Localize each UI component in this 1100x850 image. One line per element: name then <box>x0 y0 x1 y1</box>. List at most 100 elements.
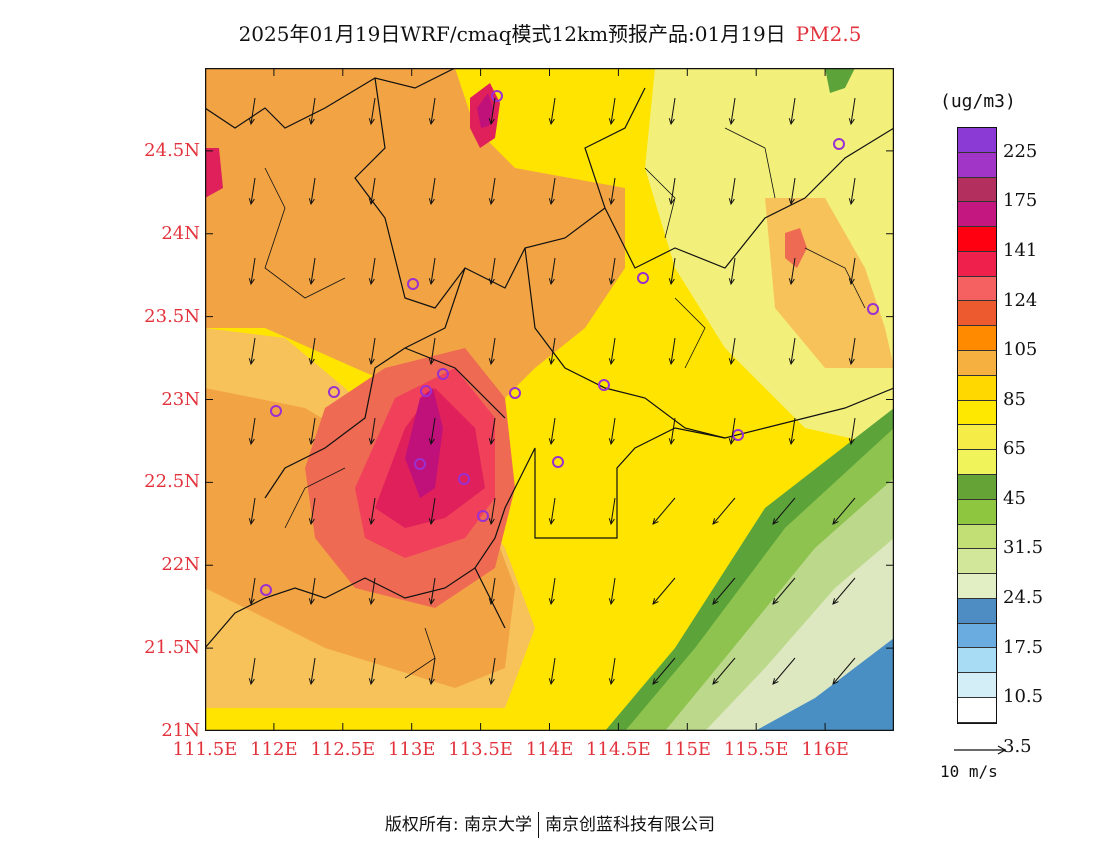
pollution-hotspot-west <box>205 148 223 198</box>
wind-arrow <box>668 337 676 366</box>
coastline <box>205 427 726 649</box>
wind-arrow <box>548 497 556 526</box>
site-marker <box>491 90 503 102</box>
colorbar-swatch <box>958 549 996 575</box>
longitude-tick-label: 112.5E <box>310 739 376 760</box>
wind-arrow <box>248 497 256 526</box>
wind-arrow <box>368 97 376 126</box>
wind-arrow <box>712 577 736 605</box>
wind-arrow <box>368 417 376 446</box>
latitude-tick-label: 22N <box>161 554 200 576</box>
wind-arrow <box>848 417 856 446</box>
wind-arrow <box>428 577 436 606</box>
wind-arrow <box>788 417 796 446</box>
site-marker <box>833 138 845 150</box>
longitude-tick-label: 112E <box>250 739 298 760</box>
wind-arrow <box>848 337 856 366</box>
colorbar-swatch <box>958 251 996 277</box>
wind-arrow <box>788 337 796 366</box>
colorbar-swatch <box>958 524 996 550</box>
wind-arrow <box>248 657 256 686</box>
wind-vectors <box>248 97 856 686</box>
wind-arrow <box>652 657 676 685</box>
wind-arrow <box>668 177 676 206</box>
colorbar-swatch <box>958 648 996 674</box>
copyright-prefix: 版权所有: 南京大学 <box>384 815 533 835</box>
site-marker <box>437 368 449 380</box>
wind-arrow <box>728 337 736 366</box>
field-dark-green-ne <box>825 68 855 93</box>
site-marker <box>260 584 272 596</box>
wind-arrow <box>368 257 376 286</box>
wind-arrow <box>788 97 796 126</box>
colorbar-swatch <box>958 598 996 624</box>
wind-arrow <box>368 337 376 366</box>
latitude-tick-label: 21.5N <box>144 637 200 659</box>
wind-arrow <box>428 657 436 686</box>
wind-arrow <box>608 417 616 446</box>
colorbar-label: 24.5 <box>1003 587 1044 609</box>
latitude-tick-label: 23.5N <box>144 305 200 327</box>
wind-arrow <box>488 177 496 206</box>
copyright-suffix: 南京创蓝科技有限公司 <box>545 815 716 835</box>
wind-arrow <box>308 577 316 606</box>
colorbar-label: 3.5 <box>1003 735 1032 757</box>
wind-arrow <box>712 497 736 525</box>
pollution-hotspot-east <box>785 228 807 268</box>
wind-arrow <box>428 177 436 206</box>
inner-county-lines <box>264 127 866 679</box>
wind-arrow <box>788 177 796 206</box>
wind-reference-label: 10 m/s <box>940 762 998 781</box>
wind-arrow <box>608 657 616 686</box>
colorbar-swatch <box>958 450 996 475</box>
colorbar-swatch <box>958 474 996 500</box>
colorbar-swatch <box>958 301 996 327</box>
latitude-tick-label: 24N <box>161 222 200 244</box>
pollution-hotspot-north-core <box>477 93 493 128</box>
wind-arrow <box>548 657 556 686</box>
site-marker <box>552 456 564 468</box>
map-title: 2025年01月19日WRF/cmaq模式12km预报产品:01月19日 PM2.… <box>0 18 1100 54</box>
wind-arrow <box>368 177 376 206</box>
colorbar-swatch <box>958 152 996 178</box>
site-marker <box>732 429 744 441</box>
wind-arrow <box>308 97 316 126</box>
wind-arrow <box>488 497 496 526</box>
wind-arrow <box>308 337 316 366</box>
colorbar-swatch <box>958 351 996 376</box>
site-marker <box>420 385 432 397</box>
wind-arrow <box>772 577 796 605</box>
wind-arrow <box>548 257 556 286</box>
colorbar-label: 45 <box>1003 487 1026 509</box>
longitude-tick-label: 113.5E <box>448 739 513 760</box>
wind-arrow <box>428 257 436 286</box>
title-text: 2025年01月19日WRF/cmaq模式12km预报产品:01月19日 <box>238 22 786 46</box>
wind-arrow <box>652 577 676 605</box>
site-marker <box>414 458 426 470</box>
pollution-zone-orange <box>205 68 625 398</box>
wind-arrow <box>608 497 616 526</box>
wind-arrow <box>848 177 856 206</box>
wind-arrow <box>608 577 616 606</box>
wind-arrow <box>608 257 616 286</box>
site-marker <box>270 405 282 417</box>
colorbar-swatch <box>958 375 996 401</box>
concentration-map <box>205 68 894 731</box>
wind-arrow <box>608 337 616 366</box>
wind-arrow <box>728 97 736 126</box>
latitude-tick-label: 24.5N <box>144 139 200 161</box>
colorbar-label: 65 <box>1003 438 1026 460</box>
units-label: (ug/m3) <box>940 91 1016 112</box>
longitude-tick-label: 111.5E <box>172 739 238 760</box>
wind-arrow <box>772 497 796 525</box>
pollutant-label: PM2.5 <box>795 22 862 46</box>
wind-arrow <box>728 257 736 286</box>
latitude-tick-label: 23N <box>161 388 200 410</box>
wind-arrow <box>772 657 796 685</box>
colorbar-label: 141 <box>1003 239 1038 261</box>
wind-arrow <box>248 257 256 286</box>
wind-arrow <box>308 417 316 446</box>
colorbar-label: 175 <box>1003 190 1038 212</box>
colorbar-label: 85 <box>1003 388 1026 410</box>
colorbar-swatch <box>958 499 996 525</box>
